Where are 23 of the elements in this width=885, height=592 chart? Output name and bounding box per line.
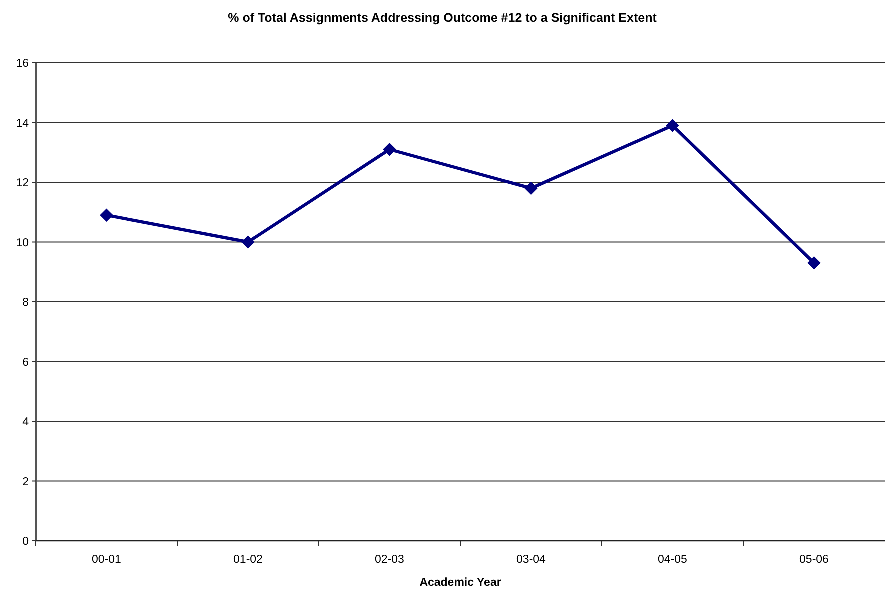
y-tick-label: 16 [16, 58, 29, 70]
y-tick-label: 4 [22, 416, 30, 429]
y-tick-label: 0 [22, 536, 29, 548]
x-tick-label: 01-02 [234, 554, 263, 566]
x-axis-title: Academic Year [420, 577, 502, 589]
point [524, 182, 538, 195]
x-tick-label: 02-03 [375, 554, 404, 566]
y-tick-label: 12 [16, 178, 29, 190]
x-tick-label: 04-05 [658, 554, 688, 566]
point [808, 256, 821, 270]
x-tick-label: 05-06 [800, 554, 829, 566]
chart-title: % of Total Assignments Addressing Outcome #12 to a Significant Extent [228, 11, 658, 25]
x-tick-label: 00-01 [92, 554, 122, 566]
x-tick-label: 03-04 [516, 554, 547, 566]
y-tick-label: 10 [16, 237, 29, 250]
point [383, 143, 396, 156]
point [100, 208, 114, 222]
y-tick-label: 6 [22, 356, 29, 369]
point [242, 236, 255, 249]
y-tick-label: 8 [22, 297, 29, 310]
y-tick-label: 14 [16, 118, 30, 130]
y-tick-label: 2 [22, 476, 29, 488]
point [666, 119, 680, 132]
